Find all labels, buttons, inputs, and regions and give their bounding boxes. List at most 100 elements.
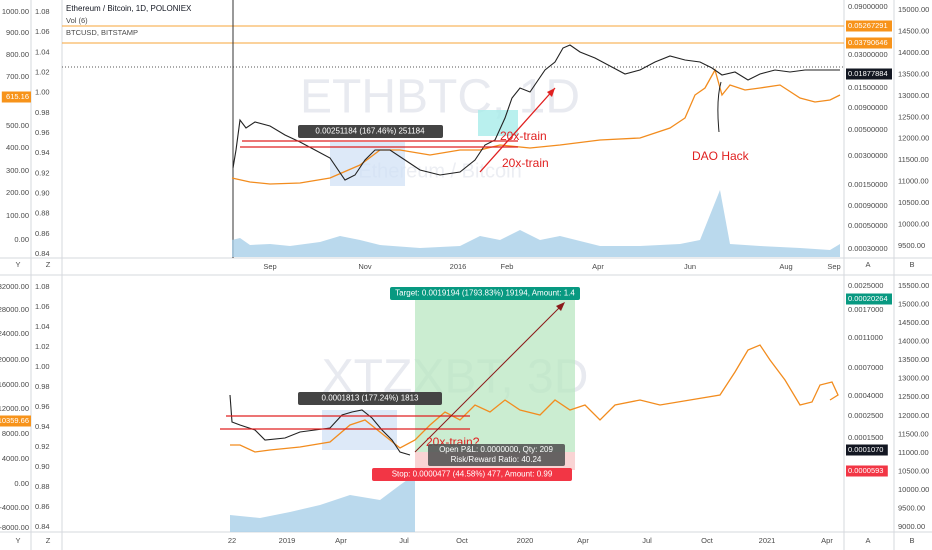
side-button[interactable]: Y — [15, 536, 20, 545]
axis-label: 0.92 — [35, 442, 50, 451]
side-button[interactable]: B — [909, 536, 914, 545]
btc-line — [231, 68, 841, 185]
axis-label: 11500.00 — [898, 429, 929, 438]
axis-label: 0.88 — [35, 209, 50, 218]
axis-label: 12000.00 — [898, 134, 929, 143]
axis-label: 0.00900000 — [848, 103, 888, 112]
axis-label: 0.0004000 — [848, 391, 883, 400]
axis-label: 0.94 — [35, 148, 50, 157]
arrow-head — [556, 302, 565, 311]
pnl-label: Open P&L: 0.0000000, Qty: 209 — [439, 445, 553, 454]
side-button[interactable]: B — [909, 260, 914, 269]
price-badge — [1, 91, 32, 103]
axis-label: 0.01500000 — [848, 83, 888, 92]
axis-label: 0.03790646 — [848, 38, 888, 47]
x-axis-label: 2019 — [279, 536, 296, 545]
axis-label: 1.00 — [35, 88, 50, 97]
axis-label: 0.00050000 — [848, 221, 888, 230]
axis-label: 1.08 — [35, 282, 50, 291]
axis-label: 0.05267291 — [848, 21, 888, 30]
price-badge — [846, 37, 892, 49]
volume-area — [232, 190, 840, 257]
axis-label: 0.00030000 — [848, 244, 888, 253]
axis-label: 1.02 — [35, 342, 50, 351]
axis-label: 20000.00 — [0, 355, 29, 364]
axis-label: 700.00 — [6, 72, 29, 81]
axis-label: 10500.00 — [898, 198, 929, 207]
annotation: DAO Hack — [692, 149, 750, 163]
axis-label: 0.98 — [35, 382, 50, 391]
highlight-box — [478, 110, 518, 136]
xtz-line — [229, 394, 411, 456]
axis-label: 12500.00 — [898, 112, 929, 121]
axis-label: 0.0011000 — [848, 333, 883, 342]
x-axis-label: Jul — [642, 536, 652, 545]
x-axis-label: Apr — [821, 536, 833, 545]
measure-label-bg — [298, 125, 443, 138]
axis-label: 0.96 — [35, 128, 50, 137]
x-axis-label: Apr — [577, 536, 589, 545]
axis-label: 0.86 — [35, 229, 50, 238]
axis-label: 10500.00 — [898, 466, 929, 475]
price-badge — [846, 465, 888, 477]
axis-label: 0.0002500 — [848, 411, 883, 420]
axis-label: 14000.00 — [898, 48, 929, 57]
axis-label: 15000.00 — [898, 5, 929, 14]
watermark: ETHBTC, 1D — [300, 71, 580, 124]
x-axis-label: Apr — [592, 262, 604, 271]
axis-label: 0.00020264 — [848, 294, 888, 303]
x-axis-label: 2016 — [450, 262, 467, 271]
x-axis-label: Nov — [358, 262, 372, 271]
side-button[interactable]: Z — [46, 260, 51, 269]
axis-label: 0.98 — [35, 108, 50, 117]
side-button[interactable]: Y — [15, 260, 20, 269]
axis-label: 0.0001070 — [848, 445, 883, 454]
axis-label: 32000.00 — [0, 282, 29, 291]
price-badge — [846, 20, 892, 32]
x-axis-label: 2021 — [759, 536, 776, 545]
compare-label: BTCUSD, BITSTAMP — [66, 28, 138, 37]
measure-label: 0.00251184 (167.46%) 251184 — [315, 127, 425, 136]
side-button[interactable]: A — [865, 260, 870, 269]
measure-label-bg — [298, 392, 442, 405]
axis-label: 0.00090000 — [848, 201, 888, 210]
axis-label: 11500.00 — [898, 155, 929, 164]
axis-label: 1.04 — [35, 322, 50, 331]
callout — [717, 81, 722, 133]
axis-label: 0.0000593 — [848, 466, 883, 475]
axis-label: 0.0025000 — [848, 281, 883, 290]
side-button[interactable]: A — [865, 536, 870, 545]
axis-label: 11000.00 — [898, 448, 929, 457]
axis-label: 10000.00 — [898, 220, 929, 229]
axis-label: 12500.00 — [898, 392, 929, 401]
axis-label: 500.00 — [6, 121, 29, 130]
x-axis-label: 2020 — [517, 536, 534, 545]
stop-label: Stop: 0.0000477 (44.58%) 477, Amount: 0.… — [392, 470, 553, 479]
axis-label: 9000.00 — [898, 522, 925, 531]
annotation: 20x-train — [500, 129, 547, 143]
arrow-head — [547, 88, 555, 97]
axis-label: 0.84 — [35, 522, 50, 531]
btc-line — [230, 344, 839, 453]
axis-label: 0.03000000 — [848, 50, 888, 59]
measure-box — [330, 142, 405, 186]
x-axis-label: Jun — [684, 262, 696, 271]
trend-arrow — [414, 303, 564, 453]
axis-label: 9500.00 — [898, 241, 925, 250]
eth-line — [232, 44, 840, 181]
axis-label: 0.0001500 — [848, 433, 883, 442]
axis-label: 11000.00 — [898, 177, 929, 186]
trend-arrow — [479, 87, 556, 173]
axis-label: 0.00 — [14, 235, 29, 244]
x-axis-label: Jul — [399, 536, 409, 545]
axis-label: 16000.00 — [0, 380, 29, 389]
axis-label: 14500.00 — [898, 26, 929, 35]
axis-label: 400.00 — [6, 143, 29, 152]
axis-label: 0.0007000 — [848, 363, 883, 372]
axis-label: -8000.00 — [0, 523, 29, 532]
axis-label: 15000.00 — [898, 300, 929, 309]
side-button[interactable]: Z — [46, 536, 51, 545]
axis-label: 8000.00 — [2, 429, 29, 438]
axis-label: 13000.00 — [898, 374, 929, 383]
